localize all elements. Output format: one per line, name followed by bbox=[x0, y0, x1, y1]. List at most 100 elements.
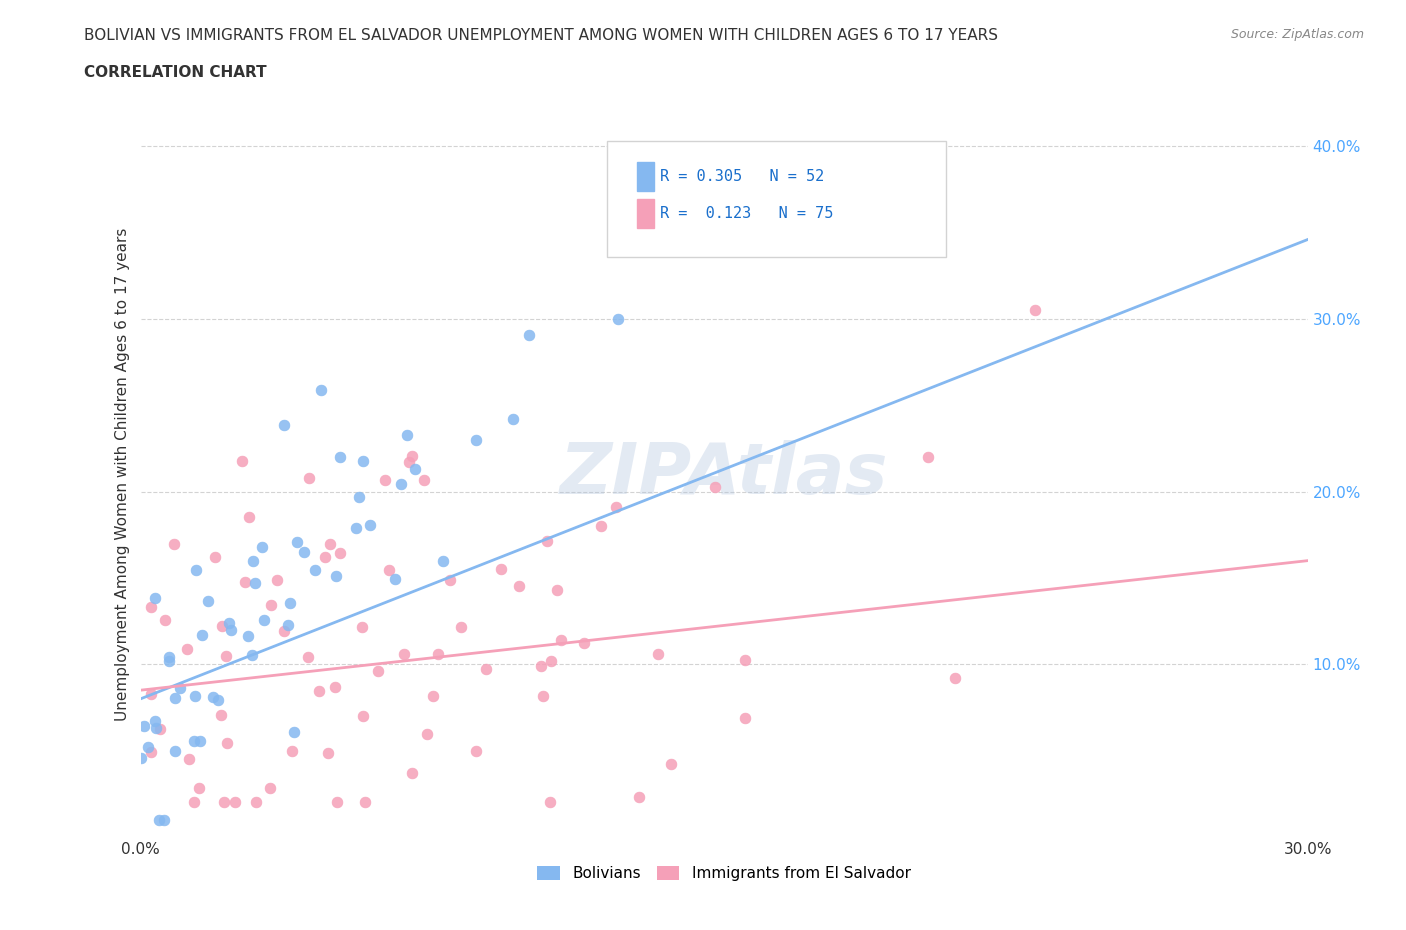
Point bbox=[253, 613, 276, 628]
Point bbox=[148, 721, 170, 736]
Point bbox=[398, 454, 420, 469]
Point bbox=[245, 576, 267, 591]
Point bbox=[734, 711, 756, 725]
Point bbox=[132, 718, 155, 733]
Point bbox=[148, 812, 170, 827]
Point bbox=[422, 688, 444, 703]
Point bbox=[450, 620, 472, 635]
Point bbox=[129, 751, 152, 765]
Point bbox=[143, 590, 166, 604]
Point bbox=[352, 709, 374, 724]
Point bbox=[475, 661, 498, 676]
Point bbox=[943, 671, 966, 685]
Point bbox=[314, 550, 336, 565]
Point bbox=[231, 454, 253, 469]
Point bbox=[359, 518, 381, 533]
Point bbox=[550, 632, 572, 647]
Point bbox=[326, 795, 349, 810]
Point bbox=[574, 635, 596, 650]
Point bbox=[207, 693, 229, 708]
Point bbox=[917, 449, 939, 464]
Point bbox=[218, 616, 240, 631]
Point bbox=[217, 736, 239, 751]
Point bbox=[329, 545, 352, 560]
Point bbox=[163, 537, 186, 551]
Point bbox=[416, 726, 439, 741]
Legend: Bolivians, Immigrants from El Salvador: Bolivians, Immigrants from El Salvador bbox=[531, 860, 917, 887]
Point bbox=[378, 563, 401, 578]
Point bbox=[536, 534, 558, 549]
Point bbox=[259, 781, 281, 796]
Point bbox=[1024, 303, 1046, 318]
Point bbox=[308, 684, 330, 698]
Point bbox=[401, 765, 423, 780]
Point bbox=[273, 624, 295, 639]
Point bbox=[606, 312, 628, 326]
Point bbox=[233, 575, 256, 590]
Point bbox=[197, 593, 219, 608]
Point bbox=[530, 658, 553, 673]
Point bbox=[464, 432, 486, 447]
Point bbox=[412, 472, 434, 487]
Point bbox=[292, 544, 315, 559]
Point bbox=[153, 812, 176, 827]
Point bbox=[352, 619, 374, 634]
Point bbox=[204, 550, 226, 565]
Point bbox=[401, 448, 423, 463]
Point bbox=[215, 648, 238, 663]
Point bbox=[285, 535, 308, 550]
Point bbox=[183, 733, 205, 748]
Point bbox=[236, 629, 259, 644]
Point bbox=[647, 646, 669, 661]
FancyBboxPatch shape bbox=[607, 140, 946, 257]
Point bbox=[309, 383, 332, 398]
Point bbox=[212, 795, 235, 810]
Point bbox=[298, 471, 321, 485]
Point bbox=[367, 663, 389, 678]
Point bbox=[177, 751, 200, 766]
Point bbox=[139, 744, 162, 759]
Point bbox=[354, 795, 377, 810]
Text: BOLIVIAN VS IMMIGRANTS FROM EL SALVADOR UNEMPLOYMENT AMONG WOMEN WITH CHILDREN A: BOLIVIAN VS IMMIGRANTS FROM EL SALVADOR … bbox=[84, 28, 998, 43]
Point bbox=[280, 744, 302, 759]
Point bbox=[734, 653, 756, 668]
Point bbox=[145, 721, 167, 736]
Point bbox=[352, 453, 374, 468]
Text: ZIPAtlas: ZIPAtlas bbox=[560, 440, 889, 509]
Point bbox=[591, 518, 613, 533]
Point bbox=[211, 618, 233, 633]
Point bbox=[517, 327, 540, 342]
Point bbox=[546, 582, 568, 597]
Point bbox=[183, 795, 205, 810]
Text: R =  0.123   N = 75: R = 0.123 N = 75 bbox=[659, 206, 834, 220]
Point bbox=[531, 688, 554, 703]
Point bbox=[491, 562, 513, 577]
Point bbox=[139, 686, 162, 701]
Point bbox=[661, 757, 683, 772]
Point bbox=[404, 461, 426, 476]
Point bbox=[278, 596, 301, 611]
Point bbox=[242, 553, 264, 568]
Text: CORRELATION CHART: CORRELATION CHART bbox=[84, 65, 267, 80]
Point bbox=[319, 537, 342, 551]
Point bbox=[627, 790, 650, 804]
Point bbox=[176, 642, 198, 657]
Point bbox=[266, 573, 288, 588]
Point bbox=[165, 691, 187, 706]
Point bbox=[605, 499, 627, 514]
Point bbox=[184, 688, 207, 703]
Point bbox=[344, 521, 367, 536]
Point bbox=[374, 472, 396, 487]
Point bbox=[139, 600, 162, 615]
Point bbox=[283, 724, 305, 739]
Point bbox=[395, 428, 418, 443]
Point bbox=[157, 649, 180, 664]
Point bbox=[159, 654, 181, 669]
Point bbox=[329, 449, 352, 464]
Point bbox=[394, 646, 416, 661]
Point bbox=[427, 646, 450, 661]
Point bbox=[209, 707, 232, 722]
Point bbox=[260, 597, 283, 612]
Point bbox=[240, 647, 263, 662]
Point bbox=[384, 572, 406, 587]
